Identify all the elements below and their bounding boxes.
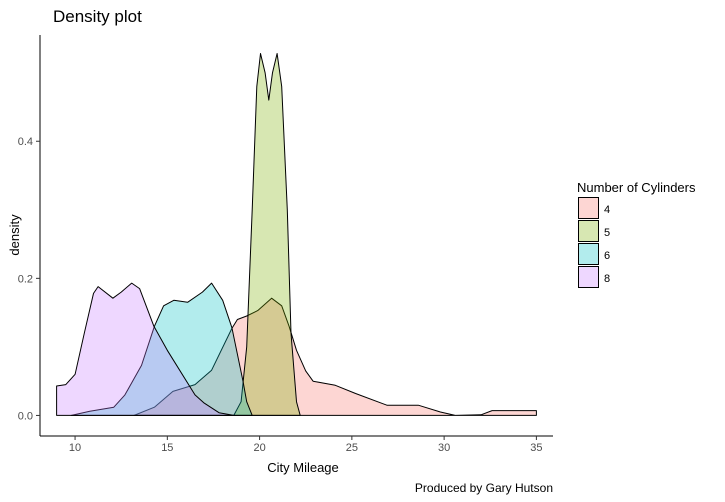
legend: Number of Cylinders 4 5 6 8 xyxy=(577,180,696,288)
x-tick-label: 25 xyxy=(346,442,358,454)
x-tick-label: 30 xyxy=(438,442,450,454)
x-tick-label: 35 xyxy=(530,442,542,454)
density-area-4 xyxy=(133,297,537,416)
legend-key-4 xyxy=(578,197,599,219)
caption: Produced by Gary Hutson xyxy=(415,481,553,495)
y-tick-label: 0.2 xyxy=(18,273,33,285)
legend-label: 6 xyxy=(604,250,610,262)
density-area-8 xyxy=(56,282,235,416)
x-tick-label: 15 xyxy=(161,442,173,454)
density-area-5 xyxy=(233,53,301,416)
legend-key-5 xyxy=(578,220,599,242)
legend-title: Number of Cylinders xyxy=(577,180,696,195)
density-area-6 xyxy=(70,282,253,416)
chart-title: Density plot xyxy=(53,7,142,26)
x-tick-label: 10 xyxy=(69,442,81,454)
legend-key-8 xyxy=(578,266,599,288)
legend-label: 4 xyxy=(604,204,610,216)
y-tick-label: 0.0 xyxy=(18,410,33,422)
y-ticks: 0.0 0.2 0.4 xyxy=(18,136,40,422)
density-areas xyxy=(56,53,537,416)
x-axis-label: City Mileage xyxy=(267,460,339,475)
y-tick-label: 0.4 xyxy=(18,136,33,148)
y-axis-label: density xyxy=(7,214,22,256)
legend-key-6 xyxy=(578,243,599,265)
x-tick-label: 20 xyxy=(253,442,265,454)
x-ticks: 10 15 20 25 30 35 xyxy=(69,436,543,454)
legend-label: 5 xyxy=(604,227,610,239)
legend-label: 8 xyxy=(604,273,610,285)
